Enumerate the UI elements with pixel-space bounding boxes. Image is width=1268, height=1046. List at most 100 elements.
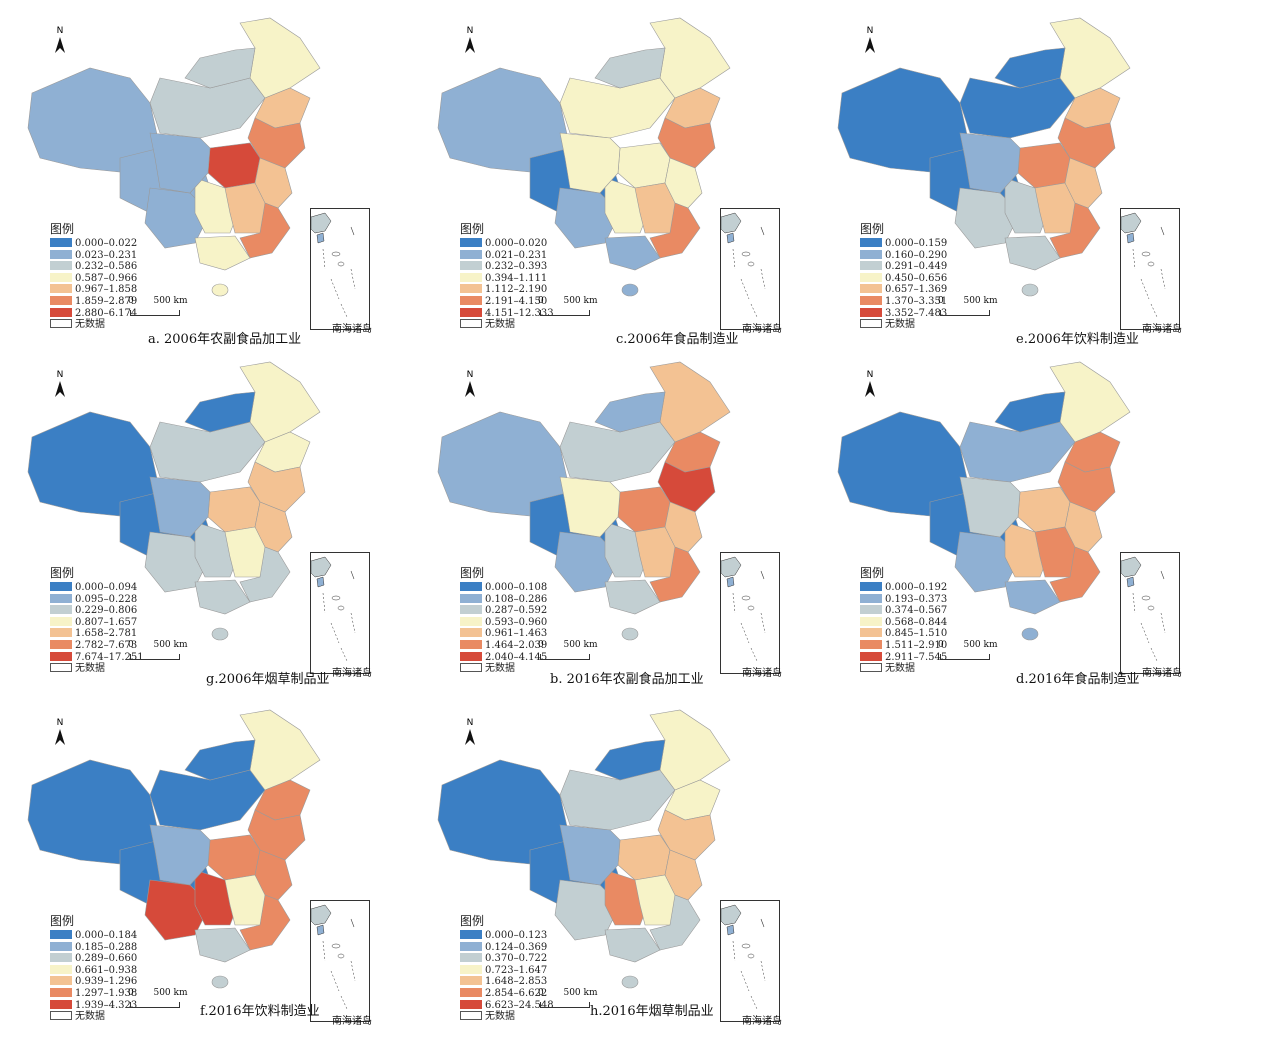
- province-region: [649, 202, 701, 259]
- legend-range-label: 2.191–4.150: [485, 295, 548, 307]
- province-region: [559, 476, 621, 538]
- legend-row: 2.880–6.174: [50, 307, 137, 320]
- province-region: [657, 117, 716, 169]
- scale-distance: 500: [153, 988, 171, 998]
- legend-row: 0.394–1.111: [460, 272, 554, 285]
- legend-row: 2.040–4.145: [460, 651, 547, 664]
- china-choropleth-map: N: [437, 709, 731, 989]
- legend-row-no-data: 无数据: [460, 319, 554, 331]
- north-label: N: [57, 370, 64, 380]
- province-region: [959, 476, 1021, 538]
- legend-swatch: [460, 987, 482, 997]
- legend-swatch: [460, 964, 482, 974]
- legend-range-label: 0.232–0.393: [485, 261, 548, 273]
- north-label: N: [867, 26, 874, 36]
- legend-range-label: 0.967–1.858: [75, 284, 138, 296]
- scale-label: 0 500 km: [128, 296, 188, 306]
- china-choropleth-map: N: [27, 361, 321, 641]
- inset-label: 南海诸岛: [742, 324, 782, 335]
- panel-caption: g.2006年烟草制品业: [206, 672, 330, 687]
- legend-range-label: 1.648–2.853: [485, 976, 548, 988]
- north-arrow-icon: N: [55, 718, 65, 745]
- legend-range-label: 1.511–2.910: [885, 639, 948, 651]
- scale-bar: [130, 310, 180, 316]
- scale-distance: 500: [563, 988, 581, 998]
- legend-swatch: [50, 582, 72, 591]
- scale-bar: [940, 310, 990, 316]
- legend-swatch: [460, 941, 482, 951]
- legend-title: 图例: [860, 222, 885, 236]
- legend-swatch: [50, 941, 72, 951]
- north-arrow-icon: N: [465, 26, 475, 53]
- no-data-label: 无数据: [75, 319, 105, 331]
- legend-row: 1.648–2.853: [460, 976, 554, 988]
- south-china-sea-inset: [310, 208, 370, 330]
- map-panel-6: N 图例 0.000–0.192 0.193–0.373 0.374–0.567 0.…: [820, 352, 1240, 697]
- scale-unit: km: [173, 640, 188, 650]
- legend: 图例 0.000–0.123 0.124–0.369 0.370–0.722 0.72…: [460, 912, 554, 1023]
- province-region: [207, 486, 261, 533]
- china-choropleth-map: N: [27, 17, 321, 297]
- legend-swatch: [50, 605, 72, 615]
- legend-row: 2.911–7.545: [860, 651, 947, 664]
- no-data-label: 无数据: [885, 319, 915, 331]
- legend-range-label: 0.193–0.373: [885, 593, 948, 605]
- legend-swatch: [460, 307, 482, 317]
- province-regions: [27, 709, 321, 989]
- legend-swatch: [860, 628, 882, 638]
- legend-row: 0.095–0.228: [50, 593, 144, 606]
- scale-unit: km: [983, 296, 998, 306]
- map-panel-2: N 图例 0.000–0.020 0.021–0.231 0.232–0.393 0.…: [420, 8, 840, 353]
- legend-swatch: [50, 284, 72, 294]
- legend-title: 图例: [50, 566, 75, 580]
- province-region: [617, 142, 671, 189]
- scale-distance: 500: [563, 640, 581, 650]
- legend-row: 0.108–0.286: [460, 593, 547, 606]
- legend-range-label: 0.232–0.586: [75, 261, 138, 273]
- province-region: [604, 235, 661, 271]
- province-region: [649, 894, 701, 951]
- province-region: [184, 47, 256, 89]
- scale-unit: km: [583, 296, 598, 306]
- scale-zero: 0: [938, 640, 944, 650]
- legend-swatch: [860, 616, 882, 626]
- scale-label: 0 500 km: [538, 640, 598, 650]
- legend-range-label: 0.394–1.111: [485, 272, 548, 284]
- no-data-label: 无数据: [75, 663, 105, 675]
- province-regions: [437, 17, 731, 297]
- province-region: [194, 579, 251, 615]
- legend-range-label: 0.961–1.463: [485, 628, 548, 640]
- scale-zero: 0: [128, 296, 134, 306]
- province-region: [247, 461, 306, 513]
- province-region: [1017, 142, 1071, 189]
- legend-swatch: [460, 639, 482, 649]
- legend-range-label: 0.374–0.567: [885, 605, 948, 617]
- legend-swatch: [460, 238, 482, 247]
- scale-bar: [130, 1002, 180, 1008]
- north-label: N: [57, 718, 64, 728]
- legend-row: 0.845–1.510: [860, 628, 947, 640]
- legend-row: 1.112–2.190: [460, 284, 554, 296]
- no-data-swatch: [860, 663, 882, 673]
- legend-row: 0.568–0.844: [860, 616, 947, 629]
- map-panel-3: N 图例 0.000–0.159 0.160–0.290 0.291–0.449 0.…: [820, 8, 1240, 353]
- legend-range-label: 0.000–0.123: [485, 930, 548, 941]
- legend-title: 图例: [860, 566, 885, 580]
- province-region: [149, 476, 211, 538]
- north-arrow-icon: N: [465, 370, 475, 397]
- legend-range-label: 0.229–0.806: [75, 605, 138, 617]
- legend-swatch: [50, 628, 72, 638]
- scale-label: 0 500 km: [938, 640, 998, 650]
- legend-row: 0.723–1.647: [460, 964, 554, 977]
- legend-range-label: 0.845–1.510: [885, 628, 948, 640]
- panel-caption: f.2016年饮料制造业: [200, 1004, 320, 1019]
- panel-caption: c.2006年食品制造业: [616, 332, 739, 347]
- no-data-swatch: [460, 663, 482, 673]
- legend-row: 0.124–0.369: [460, 941, 554, 954]
- legend-row: 0.000–0.159: [860, 238, 947, 250]
- legend-range-label: 0.185–0.288: [75, 941, 138, 953]
- south-china-sea-inset: [720, 208, 780, 330]
- legend-swatch: [460, 930, 482, 939]
- legend-range-label: 0.291–0.449: [885, 261, 948, 273]
- province-region: [247, 809, 306, 861]
